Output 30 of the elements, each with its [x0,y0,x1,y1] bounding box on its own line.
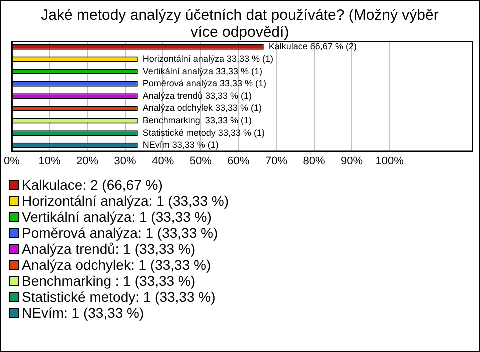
x-tick-label: 70% [265,155,288,168]
data-label: Vertikální analýza 33,33 % (1) [142,66,262,76]
data-label: NEvím 33,33 % (1) [142,140,219,150]
legend-label: Kalkulace: 2 (66,67 %) [22,177,163,193]
x-tick-label: 90% [341,155,364,168]
legend-label: NEvím: 1 (33,33 %) [22,305,144,321]
data-label: Poměrová analýza 33,33 % (1) [142,78,266,89]
chart-title: Jaké metody analýzy účetních dat používáte? (Možný výběr více odpovědí) [40,6,440,41]
data-label: Horizontální analýza 33,33 % (1) [142,54,274,64]
x-tick-label: 0% [4,155,20,168]
x-tick-label: 30% [114,155,137,168]
legend-label: Vertikální analýza: 1 (33,33 %) [22,209,212,225]
x-tick-label: 40% [152,155,174,168]
legend-label: Poměrová analýza: 1 (33,33 %) [22,225,218,241]
data-label: Analýza trendů 33,33 % (1) [142,90,252,101]
x-tick-label: 60% [228,155,250,168]
x-tick-label: 20% [76,155,99,168]
legend-label: Analýza trendů: 1 (33,33 %) [22,241,196,257]
x-tick-label: 50% [190,155,212,168]
data-label: Statistické metody 33,33 % (1) [142,128,265,138]
x-tick-label: 10% [38,155,61,168]
data-label: Analýza odchylek 33,33 % (1) [142,103,262,114]
data-label: Benchmarking 33,33 % (1) [142,116,252,126]
legend-label: Statistické metody: 1 (33,33 %) [22,289,216,305]
x-tick-label: 100% [376,155,404,168]
x-tick-label: 80% [303,155,326,168]
data-label: Kalkulace 66,67 % (2) [268,42,357,52]
legend-label: Horizontální analýza: 1 (33,33 %) [22,193,229,209]
legend-label: Analýza odchylek: 1 (33,33 %) [22,257,212,273]
legend-label: Benchmarking : 1 (33,33 %) [22,273,196,289]
